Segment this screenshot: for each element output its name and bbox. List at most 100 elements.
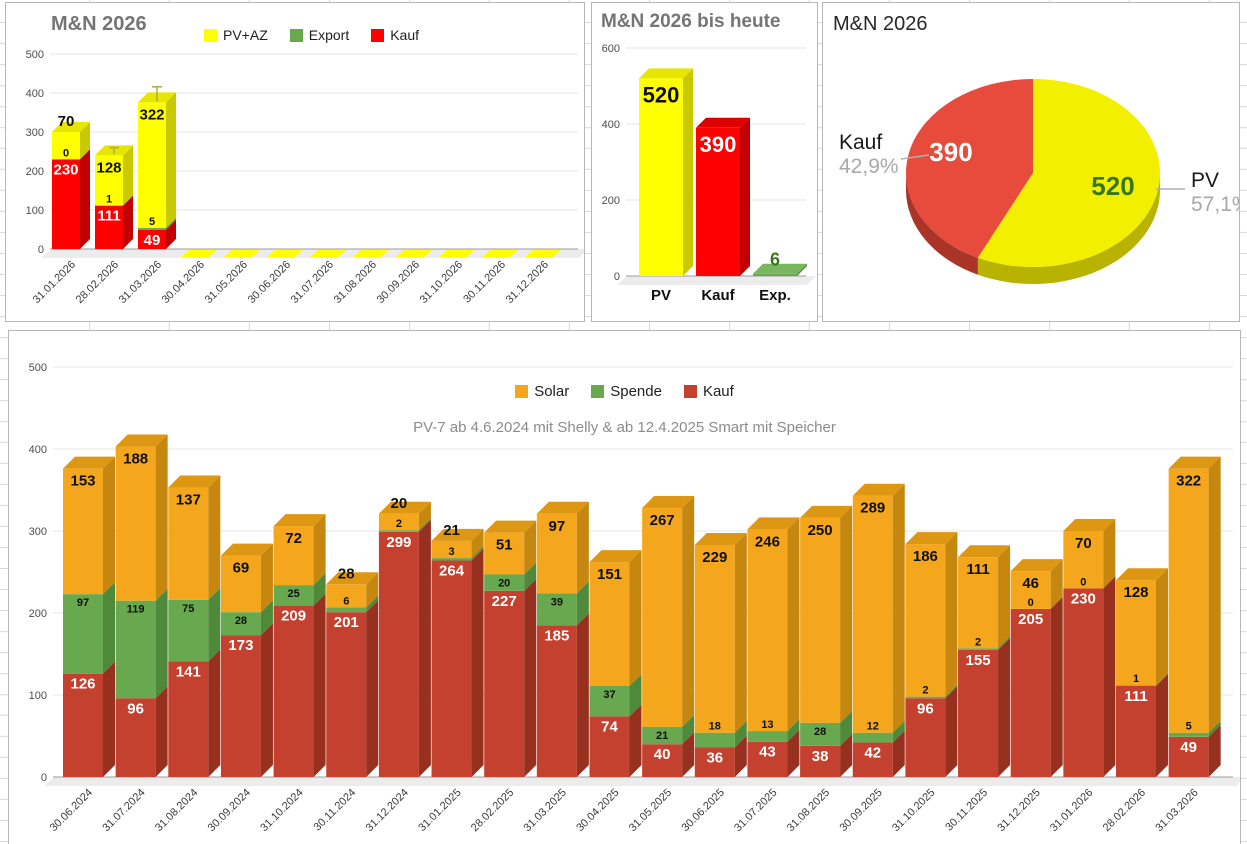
chart-panel-mn-2026-ytd[interactable]: 0 200 400 600 520 PV 390 Kauf 6 Exp. M&N 2026 bis… xyxy=(591,2,818,322)
bar-value-label: 151 xyxy=(597,566,622,583)
bar-segment xyxy=(220,555,261,613)
bar-top-face xyxy=(484,520,537,533)
bar-segment xyxy=(694,732,735,748)
bar-segment-side xyxy=(313,593,326,777)
bar-value-label: 230 xyxy=(1071,590,1096,607)
bar-segment-side xyxy=(787,729,800,777)
bar-segment xyxy=(431,558,472,561)
bar-segment xyxy=(168,661,209,777)
bar-value-label: 43 xyxy=(759,744,776,761)
y-axis-label: 400 xyxy=(602,119,620,131)
bar-value-label: 28 xyxy=(814,726,826,738)
bar-segment-side xyxy=(155,686,168,777)
chart-panel-pv7-history[interactable]: 0 100 200 300 400 500 126 97 153 30.06.2024 96 119 1… xyxy=(8,330,1241,844)
legend-item-kauf: Kauf xyxy=(683,383,734,400)
x-axis-label: 31.03.2025 xyxy=(522,787,569,834)
x-axis-label: 31.03.2026 xyxy=(117,259,164,306)
bar-top-face xyxy=(431,528,484,541)
x-axis-label: 31.08.2025 xyxy=(785,787,832,834)
bar-value-label: 153 xyxy=(70,473,95,490)
bar-segment-side xyxy=(80,122,90,160)
bar-segment-side xyxy=(123,145,133,206)
bar-value-label: 1 xyxy=(106,193,112,205)
bar-segment xyxy=(95,155,123,206)
bar-top-face xyxy=(273,514,326,527)
x-axis-label: Kauf xyxy=(701,287,735,304)
x-axis-label: 30.11.2026 xyxy=(461,259,508,306)
bar-segment xyxy=(1116,580,1156,686)
y-axis-label: 400 xyxy=(29,444,47,456)
bar-value-label: 20 xyxy=(391,495,408,512)
x-axis-label: 30.06.2025 xyxy=(680,787,727,834)
legend-label: Spende xyxy=(610,383,662,400)
x-axis-label: 30.09.2024 xyxy=(206,787,253,834)
pie-value-label: 390 xyxy=(929,137,972,167)
legend-swatch-icon xyxy=(591,385,605,398)
bar-segment xyxy=(115,600,156,699)
bar-value-label: 126 xyxy=(70,676,95,693)
bar-segment-side xyxy=(734,532,747,733)
bar-segment xyxy=(1063,588,1104,777)
bar-segment-side xyxy=(840,733,853,777)
x-axis-label: 30.11.2024 xyxy=(312,787,359,834)
bar-value-label: 96 xyxy=(917,700,934,717)
x-axis-label: 30.06.2026 xyxy=(246,259,293,306)
bar-segment xyxy=(589,685,630,717)
bar-segment-side xyxy=(945,532,958,697)
bar-segment xyxy=(63,673,103,777)
bar-segment-side xyxy=(629,704,642,777)
bar-segment xyxy=(589,562,630,686)
bar-segment-side xyxy=(155,588,168,699)
bar-segment xyxy=(138,227,166,230)
bar-segment-side xyxy=(1156,673,1168,686)
bar-segment-side xyxy=(1050,559,1063,609)
pie-slice xyxy=(906,79,1033,258)
bar-segment xyxy=(431,560,472,777)
bar-value-label: 97 xyxy=(77,597,89,609)
bar-segment-side xyxy=(998,636,1011,650)
bar-top-face xyxy=(753,263,807,274)
bar-segment xyxy=(273,526,314,586)
chart-panel-mn-2026-monthly[interactable]: 0 100 200 300 400 500 230 0 70 31.01.2026 111 1 128 2… xyxy=(5,2,585,322)
bar-segment xyxy=(168,487,209,600)
bar-value-label: 173 xyxy=(228,637,253,654)
bar-segment xyxy=(694,544,735,733)
bar-segment xyxy=(1010,571,1051,609)
bar-value-label: 141 xyxy=(176,663,201,680)
bar-value-label: 21 xyxy=(443,522,460,539)
y-axis-label: 500 xyxy=(29,362,47,374)
bar-segment-side xyxy=(260,623,273,777)
bar-top-face xyxy=(115,434,168,447)
bar-value-label: 111 xyxy=(97,208,120,225)
x-axis-label: 31.10.2024 xyxy=(258,787,305,834)
bar-segment xyxy=(642,744,683,777)
x-axis-label: 31.07.2025 xyxy=(732,787,779,834)
bar-segment xyxy=(642,508,683,727)
zero-bar-dash xyxy=(439,250,475,257)
bar-segment-side xyxy=(524,520,537,575)
bar-value-label: 111 xyxy=(1124,688,1147,705)
bar-segment xyxy=(378,531,419,777)
bar-value-label: 49 xyxy=(144,232,161,249)
bar-value-label: 70 xyxy=(1075,535,1092,552)
bar-segment-side xyxy=(945,684,958,699)
y-axis-label: 100 xyxy=(29,690,47,702)
bar-segment xyxy=(800,745,841,777)
bar-segment xyxy=(95,205,123,249)
bar-segment xyxy=(378,530,419,532)
bar-top-face xyxy=(852,483,905,496)
bar-segment-side xyxy=(313,514,326,586)
legend-swatch-icon xyxy=(204,28,217,42)
bar-top-face xyxy=(642,496,695,509)
bar-segment xyxy=(1010,608,1051,777)
legend-swatch-icon xyxy=(371,28,385,42)
y-axis-label: 400 xyxy=(26,88,44,100)
bar-segment-side xyxy=(80,149,90,249)
bar-top-face xyxy=(378,501,431,514)
x-axis-label: 31.12.2025 xyxy=(995,787,1042,834)
y-axis-label: 500 xyxy=(26,49,44,61)
bar-segment-side xyxy=(103,582,115,674)
bar-value-label: 13 xyxy=(761,719,773,731)
pie-slice xyxy=(977,79,1160,267)
